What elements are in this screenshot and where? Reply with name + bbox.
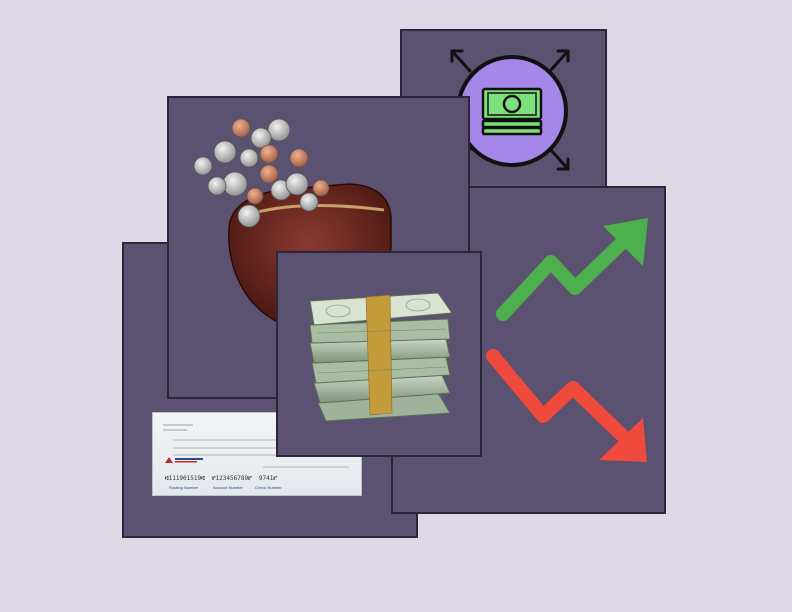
check-number-label: Check Number: [255, 485, 282, 490]
routing-number-label: Routing Number: [169, 485, 199, 490]
micr-check: 9741⑈: [258, 475, 277, 482]
micr-line: ⑆111901519⑆ ⑈123456789⑈ 9741⑈: [165, 475, 277, 482]
trend-arrows: [486, 218, 648, 462]
money-stack-icon: [309, 292, 453, 422]
micr-account: ⑈123456789⑈: [211, 475, 252, 482]
cash-distribution-icon: [450, 49, 570, 171]
account-number-label: Account Number: [213, 485, 243, 490]
money-stack-card: [276, 251, 482, 457]
trend-up-arrow-icon: [496, 218, 648, 321]
micr-routing: ⑆111901519⑆: [165, 475, 205, 482]
trend-down-arrow-icon: [486, 349, 647, 462]
